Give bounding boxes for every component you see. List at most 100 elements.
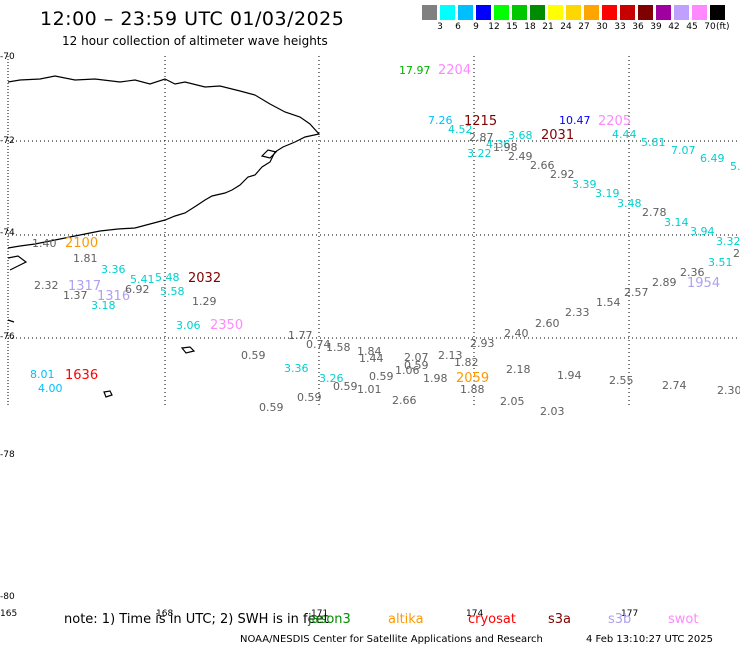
wave-height-value: 2.03 xyxy=(540,405,565,418)
observation-time-label: 1316 xyxy=(97,289,131,304)
wave-height-value: 1.81 xyxy=(73,252,98,265)
page-subtitle: 12 hour collection of altimeter wave hei… xyxy=(62,34,328,48)
legend-label: 12 xyxy=(488,22,500,32)
legend-swatch xyxy=(440,5,455,20)
legend-swatch xyxy=(512,5,527,20)
wave-height-value: 1.98 xyxy=(493,141,518,154)
wave-height-value: 3.06 xyxy=(176,319,201,332)
satellite-name-s3a: s3a xyxy=(548,612,572,627)
wave-height-value: 17.97 xyxy=(399,64,431,77)
wave-height-value: 4.52 xyxy=(448,123,473,136)
longitude-label: 168 xyxy=(156,609,174,619)
wave-height-value: 1.01 xyxy=(357,383,382,396)
wave-height-value: 3.22 xyxy=(467,147,492,160)
observation-time-label: 1636 xyxy=(65,368,99,383)
wave-height-value: 2.13 xyxy=(438,349,463,362)
wave-height-value: 2.60 xyxy=(535,317,560,330)
wave-height-value: 2.93 xyxy=(470,337,495,350)
legend-swatch xyxy=(548,5,563,20)
legend-label: 70 xyxy=(704,22,716,32)
legend-label: 30 xyxy=(596,22,608,32)
legend-label: 9 xyxy=(473,22,479,32)
wave-height-value: 3.32 xyxy=(716,235,740,248)
longitude-label: 165 xyxy=(0,609,18,619)
observation-time-label: 1317 xyxy=(68,279,102,294)
observation-time-label: 2100 xyxy=(65,236,99,251)
note-text: note: 1) Time is in UTC; 2) SWH is in fe… xyxy=(64,612,329,627)
longitude-label: 174 xyxy=(466,609,484,619)
wave-height-value: 1.77 xyxy=(288,329,313,342)
latitude-label: -74 xyxy=(0,228,15,238)
wave-height-value: 7.26 xyxy=(428,114,453,127)
wave-height-value: 7.07 xyxy=(671,144,696,157)
wave-height-value: 2.78 xyxy=(642,206,667,219)
wave-height-value: 2.33 xyxy=(565,306,590,319)
island-small-2 xyxy=(103,390,113,398)
wave-height-value: 2.57 xyxy=(624,286,649,299)
legend-label: 45 xyxy=(686,22,698,32)
wave-height-value: 2.07 xyxy=(404,351,429,364)
page-title: 12:00 – 23:59 UTC 01/03/2025 xyxy=(40,8,345,30)
legend-swatch xyxy=(638,5,653,20)
wave-height-value: 3.14 xyxy=(664,216,689,229)
wave-height-value: 2.74 xyxy=(662,379,687,392)
longitude-label: 177 xyxy=(621,609,639,619)
wave-height-value: 2.89 xyxy=(652,276,677,289)
wave-height-value: 1.40 xyxy=(32,237,57,250)
wave-height-value: 4.44 xyxy=(612,128,637,141)
legend-swatch xyxy=(566,5,581,20)
wave-height-value: 0.59 xyxy=(369,370,394,383)
wave-height-value: 4.36 xyxy=(486,138,511,151)
wave-height-value: 1.88 xyxy=(460,383,485,396)
wave-height-value: 2.49 xyxy=(508,150,533,163)
wave-height-value: 2.87 xyxy=(469,131,494,144)
legend-label: 36 xyxy=(632,22,644,32)
wave-height-value: 5. xyxy=(730,160,740,173)
legend-label: 21 xyxy=(542,22,554,32)
wave-height-value: 2.36 xyxy=(680,266,705,279)
wave-height-value: 5.41 xyxy=(130,273,155,286)
wave-height-value: 0.74 xyxy=(306,338,331,351)
legend-label: 18 xyxy=(524,22,536,32)
wave-height-value: 2 xyxy=(733,247,740,260)
wave-height-value: 3.51 xyxy=(708,256,733,269)
wave-height-value: 2.30 xyxy=(717,384,740,397)
wave-height-value: 8.01 xyxy=(30,368,55,381)
wave-height-value: 2.92 xyxy=(550,168,575,181)
latitude-label: -80 xyxy=(0,592,15,602)
wave-height-value: 5.58 xyxy=(160,285,185,298)
legend-swatch xyxy=(692,5,707,20)
legend-label: 33 xyxy=(614,22,626,32)
observation-time-label: 2350 xyxy=(210,318,244,333)
legend-label: 39 xyxy=(650,22,662,32)
wave-height-value: 0.59 xyxy=(241,349,266,362)
wave-height-value: 5.81 xyxy=(641,136,666,149)
wave-height-value: 3.26 xyxy=(319,372,344,385)
coastline xyxy=(7,75,321,249)
wave-height-value: 1.98 xyxy=(423,372,448,385)
satellite-name-swot: swot xyxy=(668,612,699,627)
observation-time-label: 1215 xyxy=(464,114,498,129)
legend-swatch xyxy=(656,5,671,20)
legend-swatch xyxy=(476,5,491,20)
observation-time-label: 2031 xyxy=(541,128,575,143)
wave-height-value: 1.84 xyxy=(357,345,382,358)
legend-unit: (ft) xyxy=(716,22,730,32)
legend-label: 24 xyxy=(560,22,572,32)
wave-height-value: 1.82 xyxy=(454,356,479,369)
legend-swatch xyxy=(620,5,635,20)
wave-height-value: 1.44 xyxy=(359,352,384,365)
legend-label: 27 xyxy=(578,22,590,32)
legend-swatch xyxy=(602,5,617,20)
wave-height-value: 3.39 xyxy=(572,178,597,191)
observation-time-label: 2205 xyxy=(598,114,632,129)
wave-height-value: 2.55 xyxy=(609,374,634,387)
wave-height-value: 3.48 xyxy=(617,197,642,210)
latitude-label: -70 xyxy=(0,52,15,62)
wave-height-value: 3.19 xyxy=(595,187,620,200)
wave-height-value: 2.40 xyxy=(504,327,529,340)
wave-height-value: 4.00 xyxy=(38,382,63,395)
wave-height-value: 5.48 xyxy=(155,271,180,284)
island-small-1 xyxy=(180,346,196,354)
wave-height-value: 3.68 xyxy=(508,129,533,142)
